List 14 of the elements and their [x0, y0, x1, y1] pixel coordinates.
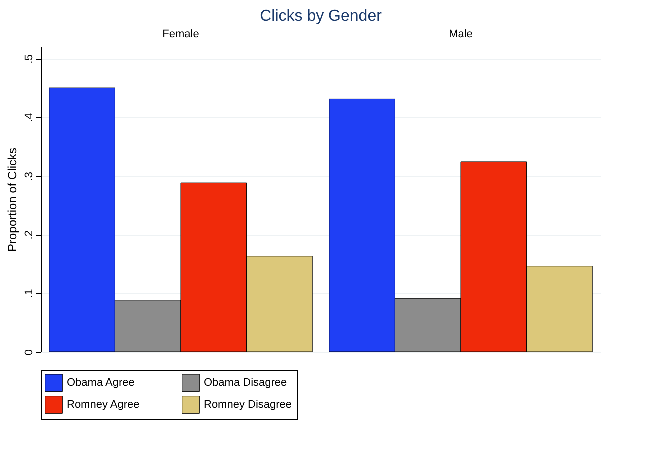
x-tick-label: Female	[162, 28, 200, 40]
y-tick-label: .5	[24, 54, 36, 64]
chart-title: Clicks by Gender	[260, 8, 383, 25]
legend-label: Obama Disagree	[204, 377, 288, 390]
legend-label: Romney Disagree	[204, 399, 292, 411]
y-tick-label: .4	[24, 113, 36, 122]
x-tick-label: Male	[449, 28, 473, 40]
y-tick-label: .2	[24, 230, 36, 240]
legend-label: Romney Agree	[67, 399, 140, 411]
y-tick-label: .1	[24, 289, 36, 298]
y-tick-label: 0	[24, 349, 36, 356]
y-tick-label: .3	[24, 172, 36, 182]
legend-label: Obama Agree	[67, 377, 135, 390]
y-axis-title: Proportion of Clicks	[6, 148, 20, 252]
